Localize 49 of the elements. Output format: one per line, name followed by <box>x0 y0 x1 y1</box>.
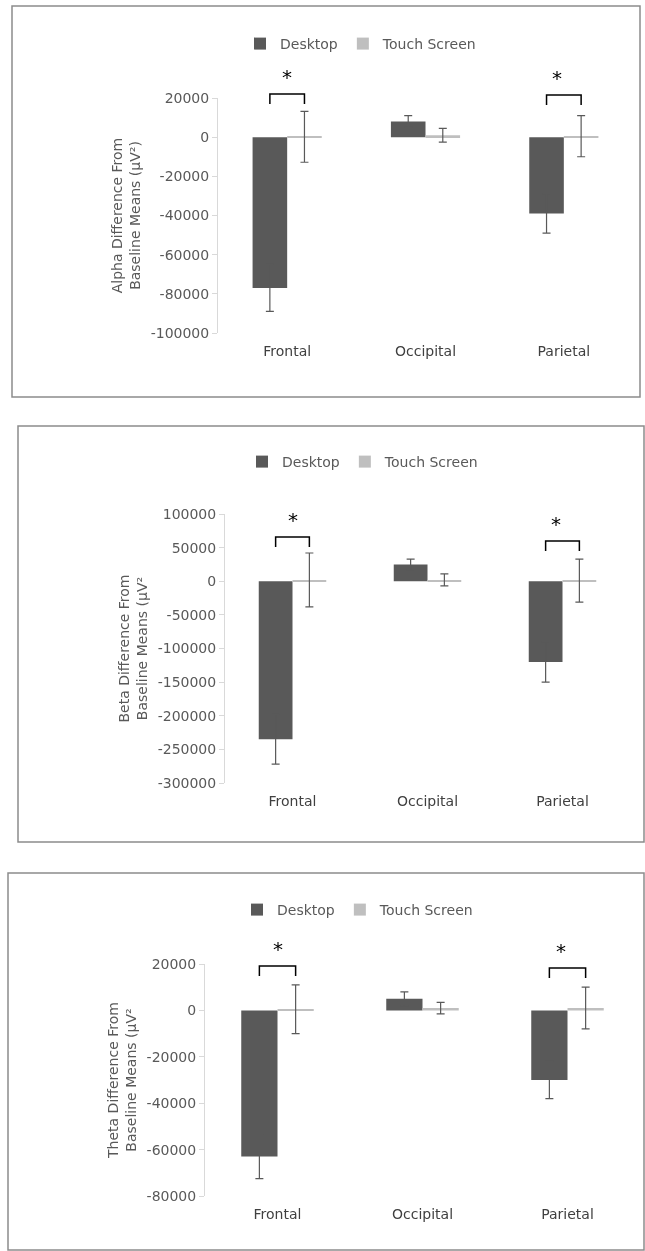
y-tick-label: -20000 <box>159 168 210 185</box>
y-tick-label: -40000 <box>146 1095 197 1112</box>
y-tick-label: -100000 <box>157 640 217 657</box>
y-tick-label: 50000 <box>171 539 217 556</box>
legend-label: Desktop <box>282 454 340 471</box>
text: * <box>273 937 283 961</box>
y-tick-label: -20000 <box>146 1048 197 1065</box>
x-tick-label: Parietal <box>536 793 589 809</box>
y-axis-title: Alpha Difference From Baseline Means (µV²) <box>109 137 144 294</box>
y-tick-label: -200000 <box>157 707 217 724</box>
bar <box>427 579 462 582</box>
y-tick-label: 20000 <box>151 955 197 972</box>
y-axis-title: Theta Difference From Baseline Means (µV² <box>105 1002 140 1159</box>
y-tick-label: -80000 <box>159 285 210 302</box>
x-tick-label: Parietal <box>537 343 591 359</box>
annotation: * <box>551 512 561 536</box>
x-tick-label: Parietal <box>541 1206 594 1222</box>
text: * <box>556 939 566 963</box>
bar <box>425 135 461 138</box>
x-tick-label: Frontal <box>268 793 317 809</box>
legend-label: Desktop <box>277 902 335 919</box>
annotation: * <box>288 508 298 532</box>
x-tick-label: Occipital <box>394 343 457 359</box>
y-tick-label: -100000 <box>150 324 210 341</box>
legend-label: Touch Screen <box>381 36 476 53</box>
y-tick-label: -150000 <box>157 674 217 691</box>
bar <box>292 579 327 582</box>
y-tick-label: -60000 <box>159 246 210 263</box>
y-tick-label: 0 <box>207 573 217 590</box>
y-tick-label: 100000 <box>162 505 217 522</box>
x-tick-label: Occipital <box>391 1206 454 1222</box>
y-axis-title: Beta Difference From Baseline Means (µV² <box>116 574 151 723</box>
y-tick-label: 0 <box>187 1002 197 1019</box>
y-tick-label: -250000 <box>157 741 217 758</box>
y-tick-label: -40000 <box>159 207 210 224</box>
y-tick-label: 20000 <box>164 89 210 106</box>
legend-label: Desktop <box>280 36 338 53</box>
x-tick-label: Occipital <box>396 793 459 809</box>
y-tick-label: 0 <box>200 129 210 146</box>
legend-label: Touch Screen <box>378 902 473 919</box>
legend-label: Touch Screen <box>383 454 478 471</box>
y-tick-label: -80000 <box>146 1187 197 1204</box>
y-tick-label: -50000 <box>166 606 217 623</box>
text: * <box>282 65 292 89</box>
text: * <box>552 66 562 90</box>
x-tick-label: Frontal <box>263 343 312 359</box>
y-tick-label: -300000 <box>157 774 217 791</box>
x-tick-label: Frontal <box>253 1206 302 1222</box>
y-tick-label: -60000 <box>146 1141 197 1158</box>
